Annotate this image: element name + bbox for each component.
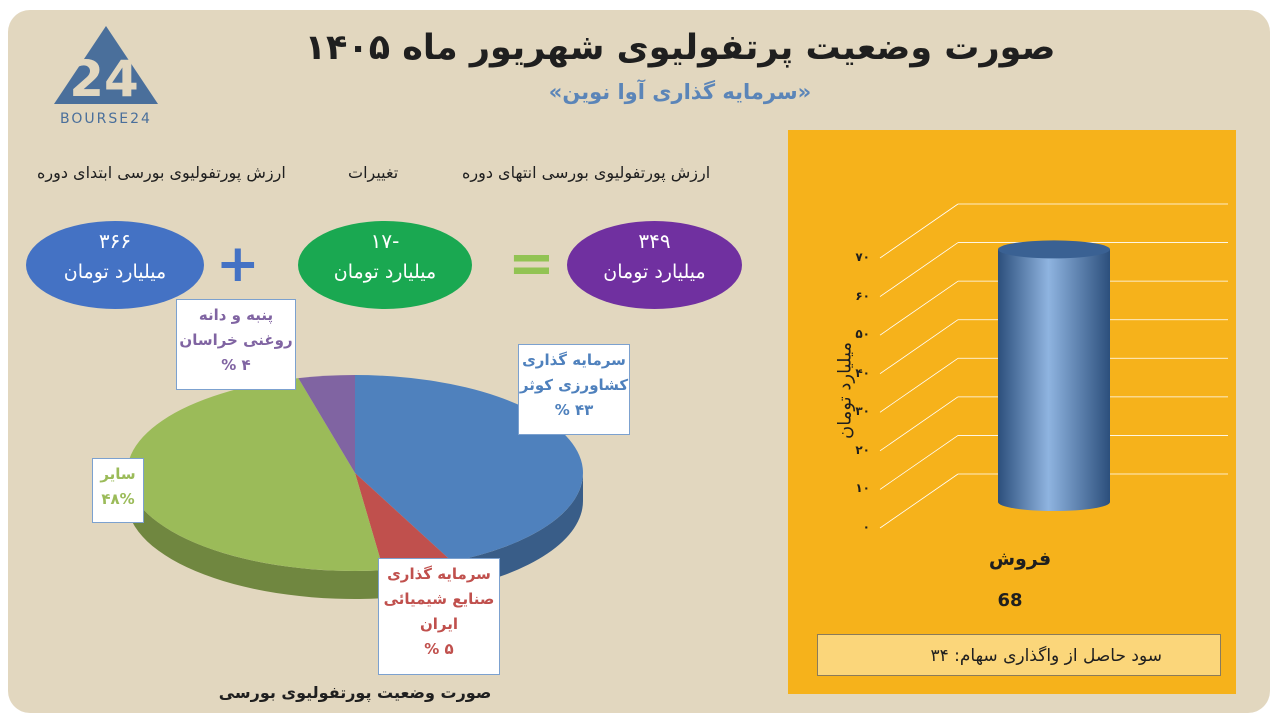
callout-line: سرمایه گذاری <box>387 565 491 583</box>
page-title: صورت وضعیت پرتفولیوی شهریور ماه ۱۴۰۵ <box>304 28 1056 68</box>
gridline <box>879 242 959 297</box>
callout-line: روغنی خراسان <box>179 331 293 349</box>
start-value-oval: ۳۶۶ میلیارد تومان <box>26 221 204 309</box>
callout-line: ایران <box>419 615 459 633</box>
start-unit: میلیارد تومان <box>63 261 167 283</box>
plus-sign: + <box>216 234 260 294</box>
bar-cylinder-top <box>998 240 1110 259</box>
change-value-oval: -۱۷ میلیارد تومان <box>298 221 472 309</box>
share-sale-profit-note: سود حاصل از واگذاری سهام: ۳۴ <box>817 634 1221 676</box>
end-value-label: ارزش پورتفولیوی بورسی انتهای دوره <box>462 163 711 182</box>
bar-cylinder <box>998 249 1110 511</box>
callout-line: سرمایه گذاری <box>522 351 626 369</box>
gridline <box>879 203 959 259</box>
pie-slice <box>298 375 355 473</box>
y-tick-label: ۲۰ <box>855 442 870 457</box>
bar-y-axis-label: میلیارد تومان <box>834 341 856 440</box>
callout-pct: ۴۸% <box>101 490 135 508</box>
end-value-oval: ۳۴۹ میلیارد تومان <box>567 221 742 309</box>
callout-line: پنبه و دانه <box>198 306 274 324</box>
gridline <box>879 435 959 490</box>
bar-value-label: 68 <box>997 590 1023 611</box>
logo-digits: 24 <box>69 50 139 108</box>
callout-line: سایر <box>100 465 136 483</box>
sales-bar-chart <box>879 203 1228 529</box>
callout-line: صنایع شیمیائی <box>383 590 495 608</box>
pie-chart-title: صورت وضعیت پورتفولیوی بورسی <box>218 683 492 702</box>
bourse24-logo: 24 BOURSE24 <box>50 22 162 132</box>
change-unit: میلیارد تومان <box>333 261 437 283</box>
start-value-label: ارزش پورتفولیوی بورسی ابتدای دوره <box>37 163 286 182</box>
callout-pct: ۵ % <box>424 640 454 658</box>
pie-slice <box>127 378 384 571</box>
callout-kowsar-agri: سرمایه گذاری کشاورزی کوثر ۴۳ % <box>518 344 630 435</box>
page-subtitle: «سرمایه گذاری آوا نوین» <box>548 80 812 104</box>
y-tick-label: ۰ <box>862 520 870 534</box>
y-tick-label: ۵۰ <box>855 327 870 342</box>
equals-sign: = <box>508 231 555 296</box>
callout-pct: ۴ % <box>221 356 251 374</box>
gridline <box>879 396 959 452</box>
gridline <box>879 319 959 375</box>
y-tick-label: ۱۰ <box>855 481 870 496</box>
start-value: ۳۶۶ <box>98 229 132 253</box>
change-label: تغییرات <box>348 163 399 182</box>
callout-others: سایر ۴۸% <box>92 458 144 523</box>
y-tick-label: ۴۰ <box>855 365 870 380</box>
gridline <box>879 357 959 413</box>
callout-pct: ۴۳ % <box>554 401 594 419</box>
pie-slice <box>355 473 453 571</box>
callout-khorasan-cotton: پنبه و دانه روغنی خراسان ۴ % <box>176 299 296 390</box>
end-value: ۳۴۹ <box>638 229 671 253</box>
callout-line: کشاورزی کوثر <box>519 376 629 394</box>
bar-category-label: فروش <box>988 548 1052 570</box>
y-tick-label: ۶۰ <box>855 288 870 303</box>
y-tick-label: ۳۰ <box>855 404 870 419</box>
pie-slice-side <box>127 473 384 600</box>
y-tick-label: ۷۰ <box>855 250 870 264</box>
logo-text: BOURSE24 <box>60 111 152 127</box>
gridline <box>879 280 959 336</box>
callout-iran-chemical: سرمایه گذاری صنایع شیمیائی ایران ۵ % <box>378 558 500 675</box>
change-value: -۱۷ <box>370 229 400 253</box>
end-unit: میلیارد تومان <box>603 261 706 283</box>
gridline <box>879 473 959 529</box>
